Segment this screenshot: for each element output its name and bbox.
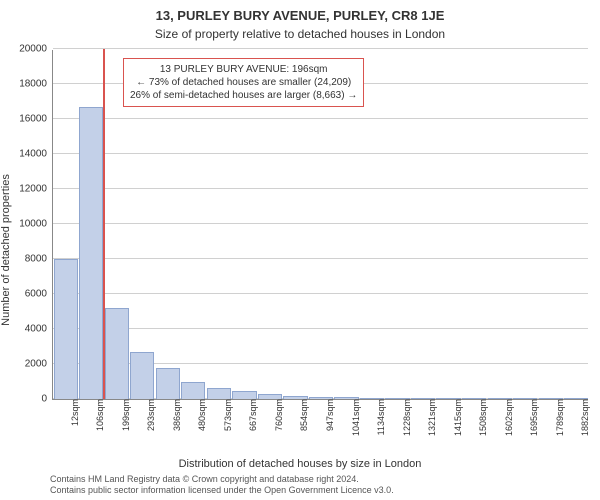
x-tick-label: 947sqm <box>321 399 335 431</box>
y-tick-label: 16000 <box>19 114 53 125</box>
histogram-bar <box>156 368 180 400</box>
x-tick-label: 1134sqm <box>372 399 386 435</box>
chart-subtitle: Size of property relative to detached ho… <box>0 27 600 41</box>
x-axis-label: Distribution of detached houses by size … <box>0 458 600 470</box>
grid-line <box>53 223 588 224</box>
x-tick-label: 1041sqm <box>347 399 361 436</box>
grid-line <box>53 188 588 189</box>
grid-line <box>53 153 588 154</box>
x-tick-label: 386sqm <box>168 399 182 431</box>
y-tick-label: 2000 <box>25 359 53 370</box>
y-tick-label: 18000 <box>19 79 53 90</box>
x-tick-label: 667sqm <box>244 399 258 431</box>
chart-title: 13, PURLEY BURY AVENUE, PURLEY, CR8 1JE <box>0 8 600 23</box>
x-tick-label: 106sqm <box>91 399 105 431</box>
x-tick-label: 12sqm <box>66 399 80 426</box>
histogram-bar <box>105 308 129 399</box>
plot-area: 0200040006000800010000120001400016000180… <box>52 50 588 400</box>
x-tick-label: 1695sqm <box>525 399 539 436</box>
y-tick-label: 4000 <box>25 324 53 335</box>
grid-line <box>53 258 588 259</box>
x-tick-label: 293sqm <box>142 399 156 431</box>
histogram-bar <box>79 107 103 399</box>
grid-line <box>53 48 588 49</box>
grid-line <box>53 118 588 119</box>
y-tick-label: 10000 <box>19 219 53 230</box>
y-tick-label: 12000 <box>19 184 53 195</box>
x-tick-label: 1321sqm <box>423 399 437 436</box>
footer-attribution: Contains HM Land Registry data © Crown c… <box>50 474 394 496</box>
annotation-box: 13 PURLEY BURY AVENUE: 196sqm← 73% of de… <box>123 58 364 107</box>
x-tick-label: 1789sqm <box>551 399 565 436</box>
x-tick-label: 854sqm <box>295 399 309 431</box>
y-axis-label: Number of detached properties <box>0 174 12 326</box>
grid-line <box>53 293 588 294</box>
x-tick-label: 1508sqm <box>474 399 488 436</box>
footer-line-2: Contains public sector information licen… <box>50 485 394 496</box>
y-tick-label: 14000 <box>19 149 53 160</box>
y-tick-label: 8000 <box>25 254 53 265</box>
x-tick-label: 1228sqm <box>398 399 412 436</box>
y-tick-label: 20000 <box>19 44 53 55</box>
histogram-bar <box>207 388 231 399</box>
y-tick-label: 6000 <box>25 289 53 300</box>
histogram-bar <box>181 382 205 400</box>
annotation-line: 13 PURLEY BURY AVENUE: 196sqm <box>130 63 357 76</box>
highlight-line <box>103 49 105 399</box>
grid-line <box>53 328 588 329</box>
x-tick-label: 1415sqm <box>449 399 463 436</box>
x-tick-label: 480sqm <box>193 399 207 431</box>
x-tick-label: 199sqm <box>117 399 131 431</box>
histogram-bar <box>232 391 256 399</box>
x-tick-label: 1602sqm <box>500 399 514 436</box>
footer-line-1: Contains HM Land Registry data © Crown c… <box>50 474 394 485</box>
annotation-line: ← 73% of detached houses are smaller (24… <box>130 76 357 89</box>
x-tick-label: 760sqm <box>270 399 284 431</box>
annotation-line: 26% of semi-detached houses are larger (… <box>130 89 357 102</box>
x-tick-label: 1882sqm <box>576 399 590 436</box>
histogram-bar <box>130 352 154 399</box>
histogram-bar <box>54 259 78 399</box>
histogram-chart: 13, PURLEY BURY AVENUE, PURLEY, CR8 1JE … <box>0 0 600 500</box>
x-tick-label: 573sqm <box>219 399 233 431</box>
y-tick-label: 0 <box>41 394 53 405</box>
